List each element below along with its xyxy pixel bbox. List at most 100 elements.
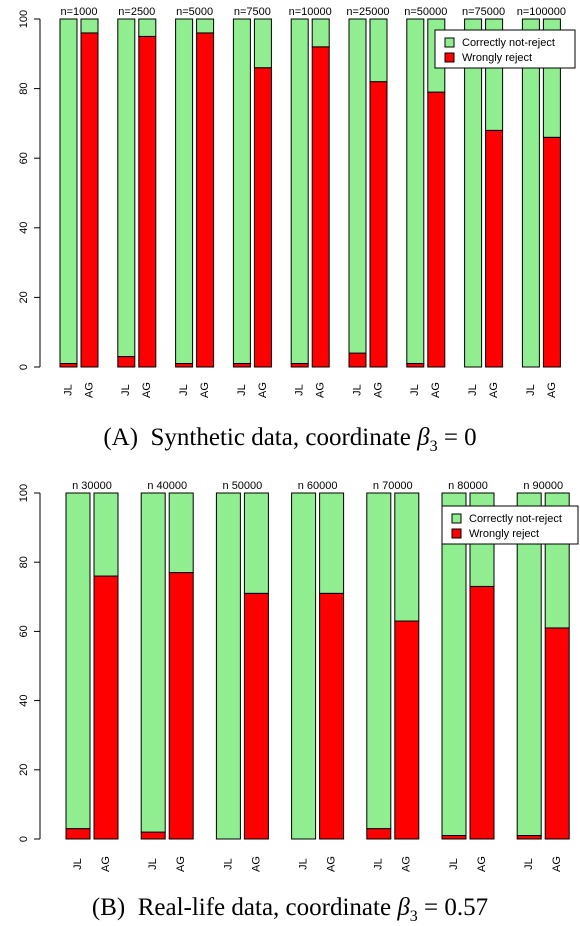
- caption-a-rest: = 0: [437, 424, 477, 451]
- x-label-n 90000-JL: JL: [523, 858, 535, 870]
- bar-n=10000-AG-correctly-not-reject: [311, 18, 330, 48]
- group-label-0: n 30000: [72, 480, 112, 492]
- x-label-n=25000-AG: AG: [372, 382, 384, 398]
- bar-n=5000-AG-correctly-not-reject: [196, 18, 215, 34]
- x-label-n=5000-AG: AG: [199, 382, 211, 398]
- bar-n=2500-JL-correctly-not-reject: [117, 18, 136, 358]
- bar-n 40000-AG-correctly-not-reject: [168, 492, 194, 574]
- x-label-n=7500-AG: AG: [257, 382, 269, 398]
- x-label-n=2500-JL: JL: [120, 384, 132, 396]
- x-label-n 50000-JL: JL: [222, 858, 234, 870]
- legend-label-1: Wrongly reject: [462, 52, 532, 64]
- x-label-n=5000-JL: JL: [178, 384, 190, 396]
- group-label-8: n=100000: [517, 6, 566, 18]
- bar-n 60000-JL-correctly-not-reject: [291, 492, 317, 840]
- bar-n 30000-AG-wrongly-reject: [93, 575, 119, 840]
- x-label-n 80000-AG: AG: [476, 856, 488, 872]
- x-label-n=100000-AG: AG: [546, 382, 558, 398]
- x-label-n 70000-JL: JL: [373, 858, 385, 870]
- y-tick-label-100: 100: [18, 484, 30, 502]
- chart-panel-b: 0 20 40 60 80 100 JL AG n 30000 JL AG n 40000 JL AG n …: [18, 480, 579, 872]
- caption-b-subscript: 3: [409, 908, 418, 925]
- caption-b-text: Real-life data, coordinate: [137, 894, 398, 921]
- group-label-1: n=2500: [118, 6, 155, 18]
- bar-n=10000-JL-wrongly-reject: [290, 363, 309, 368]
- x-label-n=1000-JL: JL: [62, 384, 74, 396]
- legend-label-1: Wrongly reject: [469, 528, 539, 540]
- bar-n 40000-JL-wrongly-reject: [140, 831, 166, 840]
- legend-swatch-1: [451, 528, 462, 539]
- bar-n 40000-AG-wrongly-reject: [168, 572, 194, 840]
- x-label-n=75000-JL: JL: [467, 384, 479, 396]
- caption-b: (B) Real-life data, coordinate β3 = 0.57: [0, 894, 580, 926]
- y-tick-label-20: 20: [18, 764, 30, 776]
- bar-n 30000-JL-wrongly-reject: [65, 828, 91, 840]
- y-tick-label-0: 0: [18, 364, 30, 370]
- x-label-n 60000-JL: JL: [298, 858, 310, 870]
- bar-n=25000-AG-correctly-not-reject: [369, 18, 388, 83]
- bar-n 50000-JL-correctly-not-reject: [215, 492, 241, 840]
- bar-n=5000-JL-wrongly-reject: [175, 363, 194, 368]
- y-tick-label-0: 0: [18, 836, 30, 842]
- x-label-n 80000-JL: JL: [448, 858, 460, 870]
- bar-n 70000-AG-wrongly-reject: [394, 620, 420, 840]
- bar-n 80000-JL-wrongly-reject: [441, 835, 467, 840]
- bar-n=100000-AG-wrongly-reject: [542, 136, 561, 368]
- x-label-n=50000-JL: JL: [409, 384, 421, 396]
- bar-n 90000-JL-wrongly-reject: [516, 835, 542, 840]
- group-label-2: n 50000: [223, 480, 263, 492]
- bar-n=1000-JL-correctly-not-reject: [59, 18, 78, 365]
- bar-n=5000-JL-correctly-not-reject: [175, 18, 194, 365]
- caption-a-text: Synthetic data, coordinate: [150, 424, 418, 451]
- caption-b-rest: = 0.57: [417, 894, 489, 921]
- bar-n=7500-AG-wrongly-reject: [253, 67, 272, 368]
- bar-n=50000-JL-correctly-not-reject: [406, 18, 425, 365]
- caption-a: (A) Synthetic data, coordinate β3 = 0: [0, 424, 580, 456]
- group-label-7: n=75000: [462, 6, 505, 18]
- x-label-n 30000-AG: AG: [100, 856, 112, 872]
- bar-n 70000-JL-wrongly-reject: [366, 828, 392, 840]
- bar-n=1000-AG-wrongly-reject: [80, 32, 99, 368]
- x-label-n 40000-JL: JL: [147, 858, 159, 870]
- bar-n 70000-JL-correctly-not-reject: [366, 492, 392, 830]
- legend-swatch-0: [451, 513, 462, 524]
- y-tick-label-40: 40: [18, 222, 30, 234]
- x-label-n 60000-AG: AG: [326, 856, 338, 872]
- bar-n=2500-JL-wrongly-reject: [117, 356, 136, 368]
- group-label-5: n=25000: [346, 6, 389, 18]
- chart-panel-a: 0 20 40 60 80 100 JL AG n=1000 JL AG n=2500 JL AG n=50…: [18, 6, 576, 398]
- group-label-4: n=10000: [289, 6, 332, 18]
- bar-n=1000-AG-correctly-not-reject: [80, 18, 99, 34]
- x-label-n=7500-JL: JL: [236, 384, 248, 396]
- bar-n 60000-AG-wrongly-reject: [319, 592, 345, 840]
- bar-n=75000-AG-wrongly-reject: [485, 129, 504, 368]
- y-tick-label-40: 40: [18, 694, 30, 706]
- bar-n=10000-AG-wrongly-reject: [311, 46, 330, 368]
- legend-box: [441, 505, 579, 545]
- bar-n=5000-AG-wrongly-reject: [196, 32, 215, 368]
- group-label-2: n=5000: [176, 6, 213, 18]
- bar-n 30000-AG-correctly-not-reject: [93, 492, 119, 577]
- caption-a-label: (A): [103, 424, 139, 451]
- bar-n=75000-JL-correctly-not-reject: [464, 18, 483, 368]
- group-label-1: n 40000: [147, 480, 187, 492]
- group-label-4: n 70000: [373, 480, 413, 492]
- bar-n=7500-JL-wrongly-reject: [232, 363, 251, 368]
- legend-label-0: Correctly not-reject: [462, 37, 555, 49]
- bar-n=25000-JL-wrongly-reject: [348, 352, 367, 368]
- legend-swatch-1: [444, 52, 455, 63]
- x-label-n 70000-AG: AG: [401, 856, 413, 872]
- x-label-n 30000-JL: JL: [72, 858, 84, 870]
- group-label-3: n 60000: [298, 480, 338, 492]
- x-label-n 40000-AG: AG: [175, 856, 187, 872]
- bar-n=25000-JL-correctly-not-reject: [348, 18, 367, 354]
- x-label-n=10000-AG: AG: [315, 382, 327, 398]
- x-label-n=1000-AG: AG: [83, 382, 95, 398]
- bar-n 50000-AG-correctly-not-reject: [243, 492, 269, 594]
- bar-n=50000-AG-wrongly-reject: [427, 91, 446, 368]
- y-tick-label-20: 20: [18, 291, 30, 303]
- group-label-6: n 90000: [523, 480, 563, 492]
- legend: Correctly not-reject Wrongly reject: [434, 29, 576, 69]
- bar-n=50000-JL-wrongly-reject: [406, 363, 425, 368]
